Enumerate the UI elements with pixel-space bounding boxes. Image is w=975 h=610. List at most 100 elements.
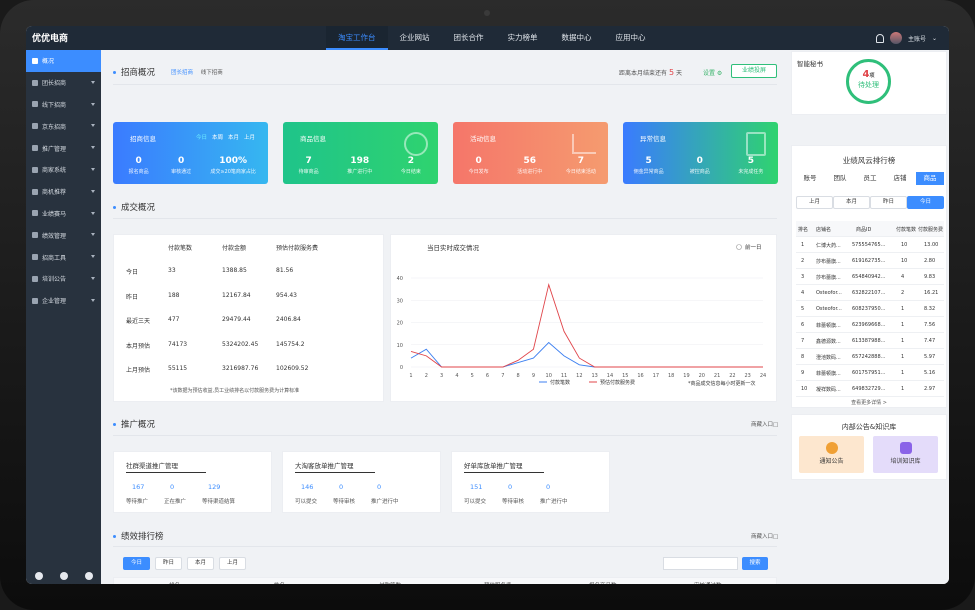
- ranking-period[interactable]: 本月: [833, 196, 870, 209]
- stat-value: 0 被控商品: [689, 156, 710, 175]
- promo-box-title: 好单库放单推广管理: [464, 460, 544, 473]
- promo-entry-link[interactable]: 商藏入口□: [751, 422, 779, 428]
- divider: [113, 435, 777, 436]
- sidebar-item-promo-manage[interactable]: 推广管理: [26, 137, 101, 159]
- report-screen-button[interactable]: 业绩投屏: [731, 64, 777, 78]
- filter-yesterday[interactable]: 昨日: [155, 557, 182, 570]
- promo-stat-value[interactable]: 129: [208, 483, 221, 491]
- sidebar-item-jd-recruit[interactable]: 京东招商: [26, 115, 101, 137]
- sidebar-item-performance-race[interactable]: 业绩赛马: [26, 203, 101, 225]
- tab-offline-recruit[interactable]: 线下招商: [200, 70, 223, 76]
- promo-box[interactable]: 大淘客放单推广管理 146 可以提交 0 等待审核 0 推广进行中: [282, 451, 441, 513]
- sidebar-item-tools[interactable]: 招商工具: [26, 246, 101, 268]
- settings-link[interactable]: 设置 ⚙: [703, 70, 723, 77]
- ranking-tab[interactable]: 商品: [916, 172, 944, 185]
- user-name[interactable]: 主账号: [907, 35, 926, 43]
- ranking-row[interactable]: 7 鑫德源数... 613387988... 1 7.47: [796, 333, 944, 349]
- ranking-period[interactable]: 今日: [907, 196, 944, 209]
- nav-data-center[interactable]: 数据中心: [561, 33, 592, 42]
- tab-leader-recruit[interactable]: 团长招商: [171, 70, 194, 76]
- sidebar-item-training[interactable]: 培训公告: [26, 268, 101, 290]
- notice-button[interactable]: 通知公告: [799, 436, 864, 473]
- ranking-tab[interactable]: 店铺: [893, 174, 907, 182]
- prev-day-option[interactable]: 前一日: [745, 243, 762, 251]
- ranking-row[interactable]: 1 仁博大药... 575554765... 10 13.00: [796, 237, 944, 253]
- nav-rankings[interactable]: 实力榜单: [507, 33, 538, 42]
- ranking-period[interactable]: 昨日: [870, 196, 907, 209]
- help-icon[interactable]: [84, 572, 93, 580]
- promo-box[interactable]: 好单库放单推广管理 151 可以提交 0 等待审核 0 推广进行中: [451, 451, 610, 513]
- promo-stat-value[interactable]: 146: [301, 483, 314, 491]
- ranking-row[interactable]: 3 莎布蕾旗... 654840942... 4 9.83: [796, 269, 944, 285]
- promo-stat-value[interactable]: 151: [470, 483, 483, 491]
- card-recruit-info[interactable]: 招商信息 今日 本周 本月 上月 0 报名商品 0 审核通过 100% 成交≥20笔商…: [113, 122, 268, 184]
- nav-leader-coop[interactable]: 团长合作: [453, 33, 484, 42]
- filter-today[interactable]: 今日: [123, 557, 150, 570]
- stat-value: 7 待审商品: [298, 156, 319, 175]
- ranking-row[interactable]: 6 菲蕾顿旗... 623969668... 1 7.56: [796, 317, 944, 333]
- sidebar-item-offline-recruit[interactable]: 线下招商: [26, 94, 101, 116]
- users-icon: [32, 79, 38, 86]
- ranking-tab[interactable]: 账号: [803, 174, 817, 182]
- x-tick-label: 15: [622, 373, 628, 379]
- bell-icon[interactable]: [875, 33, 884, 43]
- month-countdown: 距离本月结束还有 5 天: [619, 68, 682, 77]
- card-activity-info[interactable]: 活动信息 0 今日发布 56 活动进行中 7 今日结束活动: [453, 122, 608, 184]
- ranking-tab[interactable]: 团队: [833, 174, 847, 182]
- chart-title: 当日实时成交情况: [427, 243, 480, 252]
- promo-stat-value[interactable]: 0: [377, 483, 382, 491]
- ranking-row[interactable]: 8 澄池数码... 657242888... 1 5.97: [796, 349, 944, 365]
- notice-title: 内部公告&知识库: [841, 423, 897, 431]
- promo-stat-value[interactable]: 0: [508, 483, 513, 491]
- deal-note: *该数据为预估收益,员工业绩排名以付款服务费为计算标准: [170, 388, 300, 394]
- chevron-down-icon: [91, 124, 95, 128]
- sidebar-item-overview[interactable]: 概况: [26, 50, 101, 72]
- promo-stat-value[interactable]: 0: [170, 483, 175, 491]
- sidebar-item-company[interactable]: 企业管理: [26, 290, 101, 312]
- ranking-more-link[interactable]: 查看更多详情 >: [851, 400, 887, 406]
- ranking-row[interactable]: 9 菲蕾顿旗... 601757951... 1 5.16: [796, 365, 944, 381]
- x-tick-label: 12: [576, 373, 582, 379]
- search-input[interactable]: [663, 557, 738, 570]
- sidebar-item-opportunity[interactable]: 商机推荐: [26, 181, 101, 203]
- sidebar-item-merchant-system[interactable]: 商家系统: [26, 159, 101, 181]
- promo-box[interactable]: 社群渠道推广管理 167 等待推广 0 正在推广 129 等待渠道结算: [113, 451, 272, 513]
- pending-ring[interactable]: 4项 待处理: [846, 59, 891, 104]
- realtime-chart-panel: 当日实时成交情况 前一日 0 10 20 30 40 1 2 3 4 5 6 7 8 9 10 11 12 13 14 1…: [390, 234, 777, 402]
- ranking-row[interactable]: 5 Osteofor... 608237950... 1 8.32: [796, 301, 944, 317]
- promo-stat-label: 可以提交: [464, 499, 487, 505]
- x-tick-label: 14: [607, 373, 613, 379]
- nav-enterprise-site[interactable]: 企业网站: [399, 33, 430, 42]
- filter-last-month[interactable]: 上月: [219, 557, 246, 570]
- perf-entry-link[interactable]: 商藏入口□: [751, 534, 779, 540]
- search-button[interactable]: 搜索: [742, 557, 768, 570]
- settings-icon[interactable]: [59, 572, 68, 580]
- sidebar-item-leader-recruit[interactable]: 团长招商: [26, 72, 101, 94]
- sidebar-item-kpi[interactable]: 绩效管理: [26, 224, 101, 246]
- column-header: 付款笔数: [379, 581, 401, 584]
- ranking-row[interactable]: 10 凝祥数码... 649832729... 1 2.97: [796, 381, 944, 397]
- nav-taobao-workbench[interactable]: 淘宝工作台: [326, 26, 388, 50]
- chevron-down-icon[interactable]: ⌄: [931, 34, 937, 42]
- card-exception-info[interactable]: 异常信息 5 佣金异常商品 0 被控商品 5 未完成任务: [623, 122, 778, 184]
- promo-stat-label: 可以提交: [295, 499, 318, 505]
- radio-icon[interactable]: [736, 244, 742, 250]
- ranking-header: 排名 店铺名 商品ID 付款笔数 付款服务费: [796, 221, 944, 237]
- promo-stat-value[interactable]: 0: [339, 483, 344, 491]
- filter-this-month[interactable]: 本月: [187, 557, 214, 570]
- ranking-tab[interactable]: 员工: [863, 174, 877, 182]
- edit-icon[interactable]: [34, 572, 43, 580]
- nav-app-center[interactable]: 应用中心: [615, 33, 646, 42]
- x-tick-label: 24: [760, 373, 766, 379]
- ranking-period[interactable]: 上月: [796, 196, 833, 209]
- card-product-info[interactable]: 商品信息 7 待审商品 198 推广进行中 2 今日结束: [283, 122, 438, 184]
- promo-stat-value[interactable]: 0: [546, 483, 551, 491]
- chevron-down-icon: [91, 276, 95, 280]
- avatar[interactable]: [889, 32, 902, 44]
- ranking-row[interactable]: 2 莎布蕾旗... 619162735... 10 2.80: [796, 253, 944, 269]
- megaphone-icon: [32, 145, 38, 152]
- training-kb-button[interactable]: 培训知识库: [873, 436, 938, 473]
- ranking-row[interactable]: 4 Osteofor... 632822107... 2 16.21: [796, 285, 944, 301]
- promo-stat-value[interactable]: 167: [132, 483, 145, 491]
